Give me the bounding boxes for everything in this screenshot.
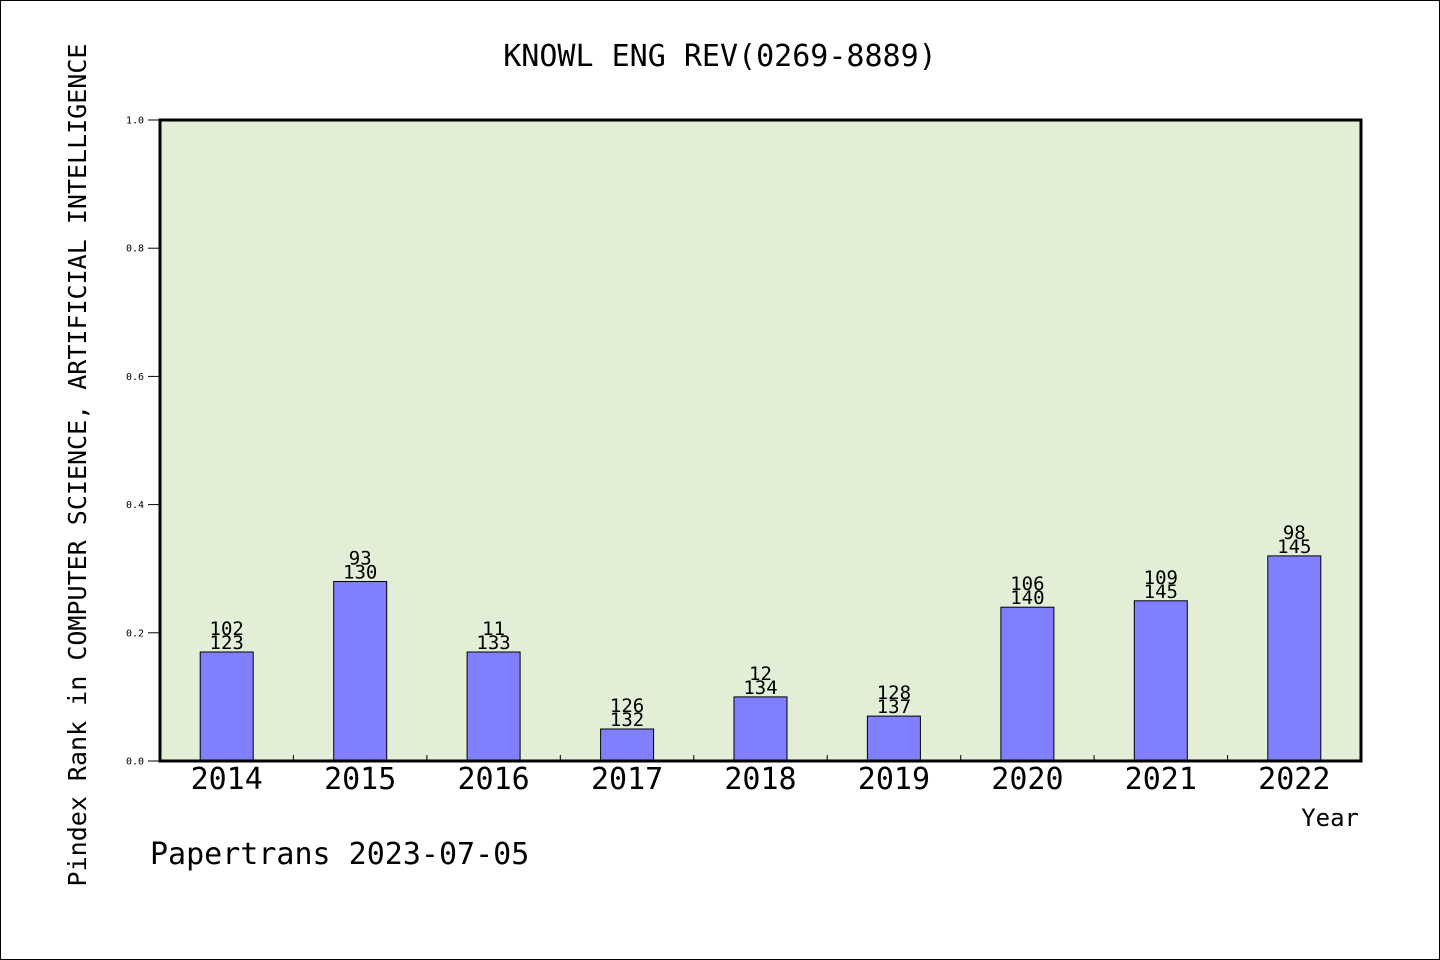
bar-label-top-2019: 128: [877, 682, 911, 704]
y-tick-label: 0.0: [126, 757, 144, 768]
x-axis-label: Year: [1301, 804, 1359, 832]
y-tick-label: 1.0: [126, 116, 144, 127]
x-tick-label-2019: 2019: [858, 762, 930, 797]
y-tick-label: 0.4: [126, 500, 144, 511]
bar-label-top-2015: 93: [349, 548, 372, 570]
bar-2015: [333, 581, 388, 762]
x-tick-label-2015: 2015: [324, 762, 396, 797]
chart-title: KNOWL ENG REV(0269-8889): [503, 39, 936, 74]
bar-2016: [466, 651, 521, 762]
bar-2019: [866, 715, 921, 762]
bar-2021: [1133, 600, 1188, 762]
plot-frame: [158, 118, 1363, 763]
x-tick-label-2022: 2022: [1258, 762, 1330, 797]
x-tick-label-2020: 2020: [991, 762, 1063, 797]
x-axis: 2014 2015 2016 2017 2018 2019 2020 2021 2022: [191, 755, 1330, 797]
bar-label-top-2020: 106: [1010, 573, 1044, 595]
y-tick-label: 0.6: [126, 372, 144, 383]
bars-layer: [199, 555, 1322, 762]
bar-label-top-2016: 11: [482, 618, 505, 640]
bar-label-bottom-2017: 132: [610, 709, 644, 731]
x-tick-label-2016: 2016: [457, 762, 529, 797]
bar-label-bottom-2014: 123: [210, 632, 244, 654]
bar-label-top-2022: 98: [1283, 522, 1306, 544]
bar-label-bottom-2018: 134: [743, 677, 777, 699]
bar-2022: [1267, 555, 1322, 762]
bar-label-bottom-2016: 133: [476, 632, 510, 654]
bar-2017: [600, 728, 655, 762]
y-tick-label: 0.8: [126, 244, 144, 255]
bar-label-bottom-2019: 137: [877, 696, 911, 718]
bar-label-bottom-2021: 145: [1144, 581, 1178, 603]
bar-label-top-2014: 102: [210, 618, 244, 640]
x-tick-label-2021: 2021: [1125, 762, 1197, 797]
y-axis-label: Pindex Rank in COMPUTER SCIENCE, ARTIFIC…: [63, 44, 92, 887]
bar-label-top-2018: 12: [749, 663, 772, 685]
bar-2020: [1000, 606, 1055, 762]
footer-credit: Papertrans 2023-07-05: [150, 837, 529, 872]
x-tick-label-2014: 2014: [191, 762, 263, 797]
bar-2018: [733, 696, 788, 762]
x-tick-label-2017: 2017: [591, 762, 663, 797]
bar-label-top-2017: 126: [610, 695, 644, 717]
bar-label-top-2021: 109: [1144, 567, 1178, 589]
y-tick-label: 0.2: [126, 628, 144, 639]
bar-2014: [199, 651, 254, 762]
y-axis: 0.0 0.2 0.4 0.6 0.8 1.0: [126, 116, 160, 768]
x-tick-label-2018: 2018: [724, 762, 796, 797]
bar-label-bottom-2022: 145: [1277, 536, 1311, 558]
bar-label-bottom-2015: 130: [343, 562, 377, 584]
bar-label-bottom-2020: 140: [1010, 587, 1044, 609]
